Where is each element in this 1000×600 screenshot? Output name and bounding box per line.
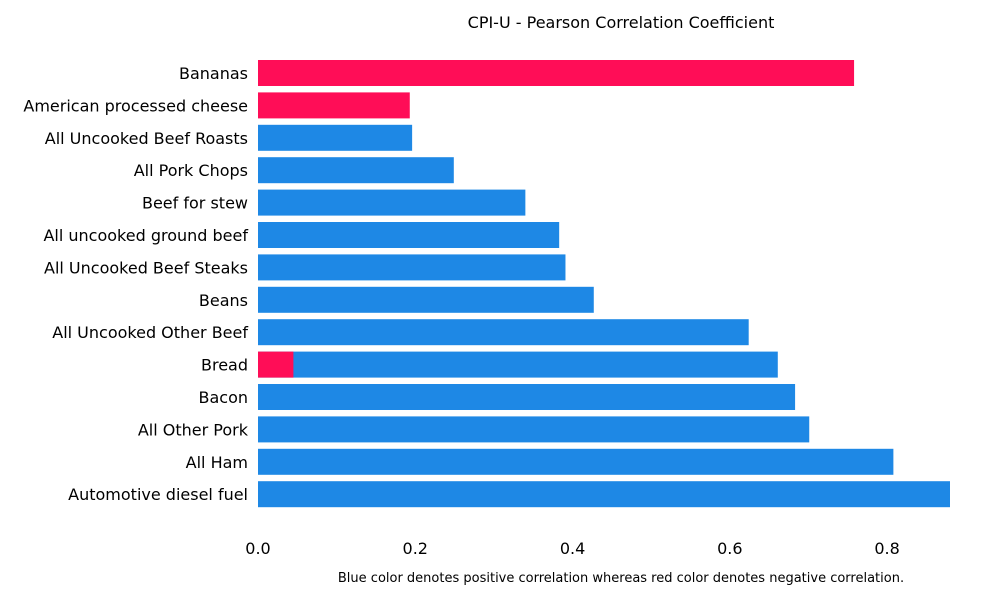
category-label: Beans <box>199 291 248 310</box>
bar <box>258 92 410 119</box>
bar <box>258 448 894 475</box>
bar <box>258 60 855 86</box>
bar <box>258 319 749 346</box>
x-axis-ticks: 0.0 0.2 0.4 0.6 0.8 <box>245 539 900 558</box>
chart-title: CPI-U - Pearson Correlation Coefficient <box>468 13 775 32</box>
x-tick-label: 0.6 <box>717 539 742 558</box>
category-label: All uncooked ground beef <box>43 226 248 245</box>
category-labels: Bananas American processed cheese All Unco… <box>23 64 248 504</box>
bar <box>258 416 810 443</box>
category-label: American processed cheese <box>23 96 248 115</box>
category-label: Automotive diesel fuel <box>68 485 248 504</box>
bar <box>258 157 454 184</box>
bar <box>258 222 560 248</box>
category-label: All Uncooked Other Beef <box>52 323 248 342</box>
x-tick-label: 0.0 <box>245 539 270 558</box>
category-label: All Uncooked Beef Roasts <box>45 129 248 148</box>
category-label: All Ham <box>186 453 248 472</box>
category-label: All Uncooked Beef Steaks <box>44 258 248 277</box>
x-tick-label: 0.2 <box>403 539 428 558</box>
chart-footnote: Blue color denotes positive correlation … <box>338 571 904 586</box>
bar <box>258 189 526 216</box>
bar <box>258 384 796 410</box>
category-label: All Pork Chops <box>134 161 248 180</box>
x-tick-label: 0.8 <box>874 539 899 558</box>
category-label: Bananas <box>179 64 248 83</box>
category-label: Bread <box>201 356 248 375</box>
bar <box>258 351 778 378</box>
category-label: Bacon <box>198 388 248 407</box>
category-label: Beef for stew <box>142 194 248 213</box>
bar <box>258 286 594 313</box>
bars-layer <box>258 60 950 508</box>
bar-negative-segment <box>258 351 294 378</box>
bar <box>258 124 413 151</box>
bar <box>258 254 566 281</box>
bar <box>258 481 950 508</box>
x-tick-label: 0.4 <box>560 539 585 558</box>
category-label: All Other Pork <box>138 420 249 439</box>
